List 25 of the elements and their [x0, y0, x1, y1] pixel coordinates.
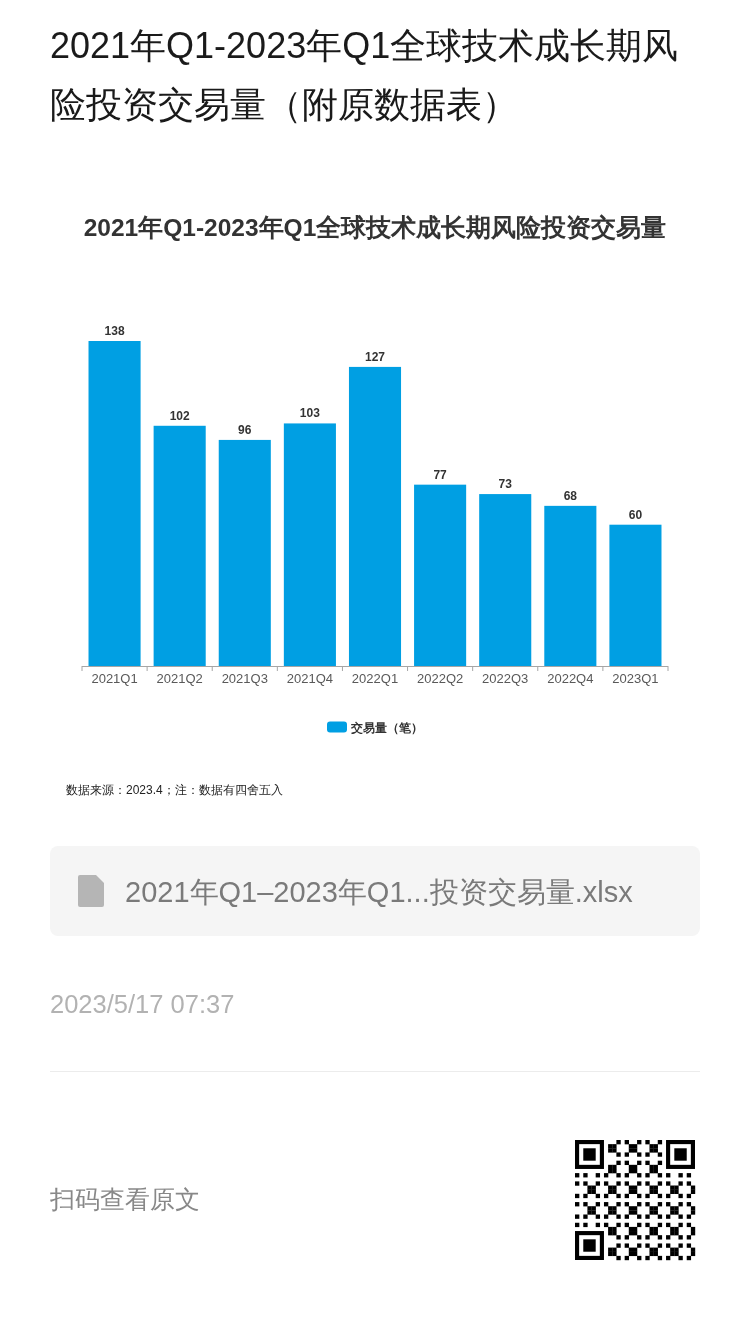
data-label: 127	[365, 349, 385, 364]
x-tick-label: 2022Q4	[547, 671, 594, 686]
x-tick-label: 2021Q4	[286, 671, 333, 686]
x-tick-label: 2021Q1	[91, 671, 138, 686]
data-label: 103	[299, 406, 320, 421]
data-label: 68	[563, 488, 577, 503]
x-tick-label: 2022Q1	[351, 671, 399, 686]
data-label: 138	[104, 324, 125, 338]
annotation: 2023/5/17 07:37	[50, 989, 236, 1020]
annotation: 2021年Q1–2023年Q1...投资交易量.xlsx	[125, 875, 634, 910]
data-label: 102	[169, 408, 190, 423]
x-tick-label: 2021Q3	[221, 671, 268, 686]
x-tick-label: 2023Q1	[612, 671, 659, 686]
x-tick-label: 2022Q3	[482, 671, 529, 686]
annotation: 数据来源：2023.4；注：数据有四舍五入	[66, 782, 284, 799]
legend-label: 交易量（笔）	[351, 720, 423, 735]
annotation: 扫码查看原文	[50, 1184, 201, 1215]
data-label: 96	[238, 422, 252, 437]
title: 2021年Q1-2023年Q1全球技术成长期风险投资交易量	[83, 214, 667, 241]
data-label: 73	[498, 477, 512, 492]
x-tick-label: 2021Q2	[156, 671, 203, 686]
x-tick-label: 2022Q2	[417, 671, 464, 686]
data-label: 77	[433, 467, 447, 482]
annotation: 2021年Q1-2023年Q1全球技术成长期风险投资交易量（附原数据表）	[50, 24, 680, 127]
data-label: 60	[628, 507, 643, 522]
